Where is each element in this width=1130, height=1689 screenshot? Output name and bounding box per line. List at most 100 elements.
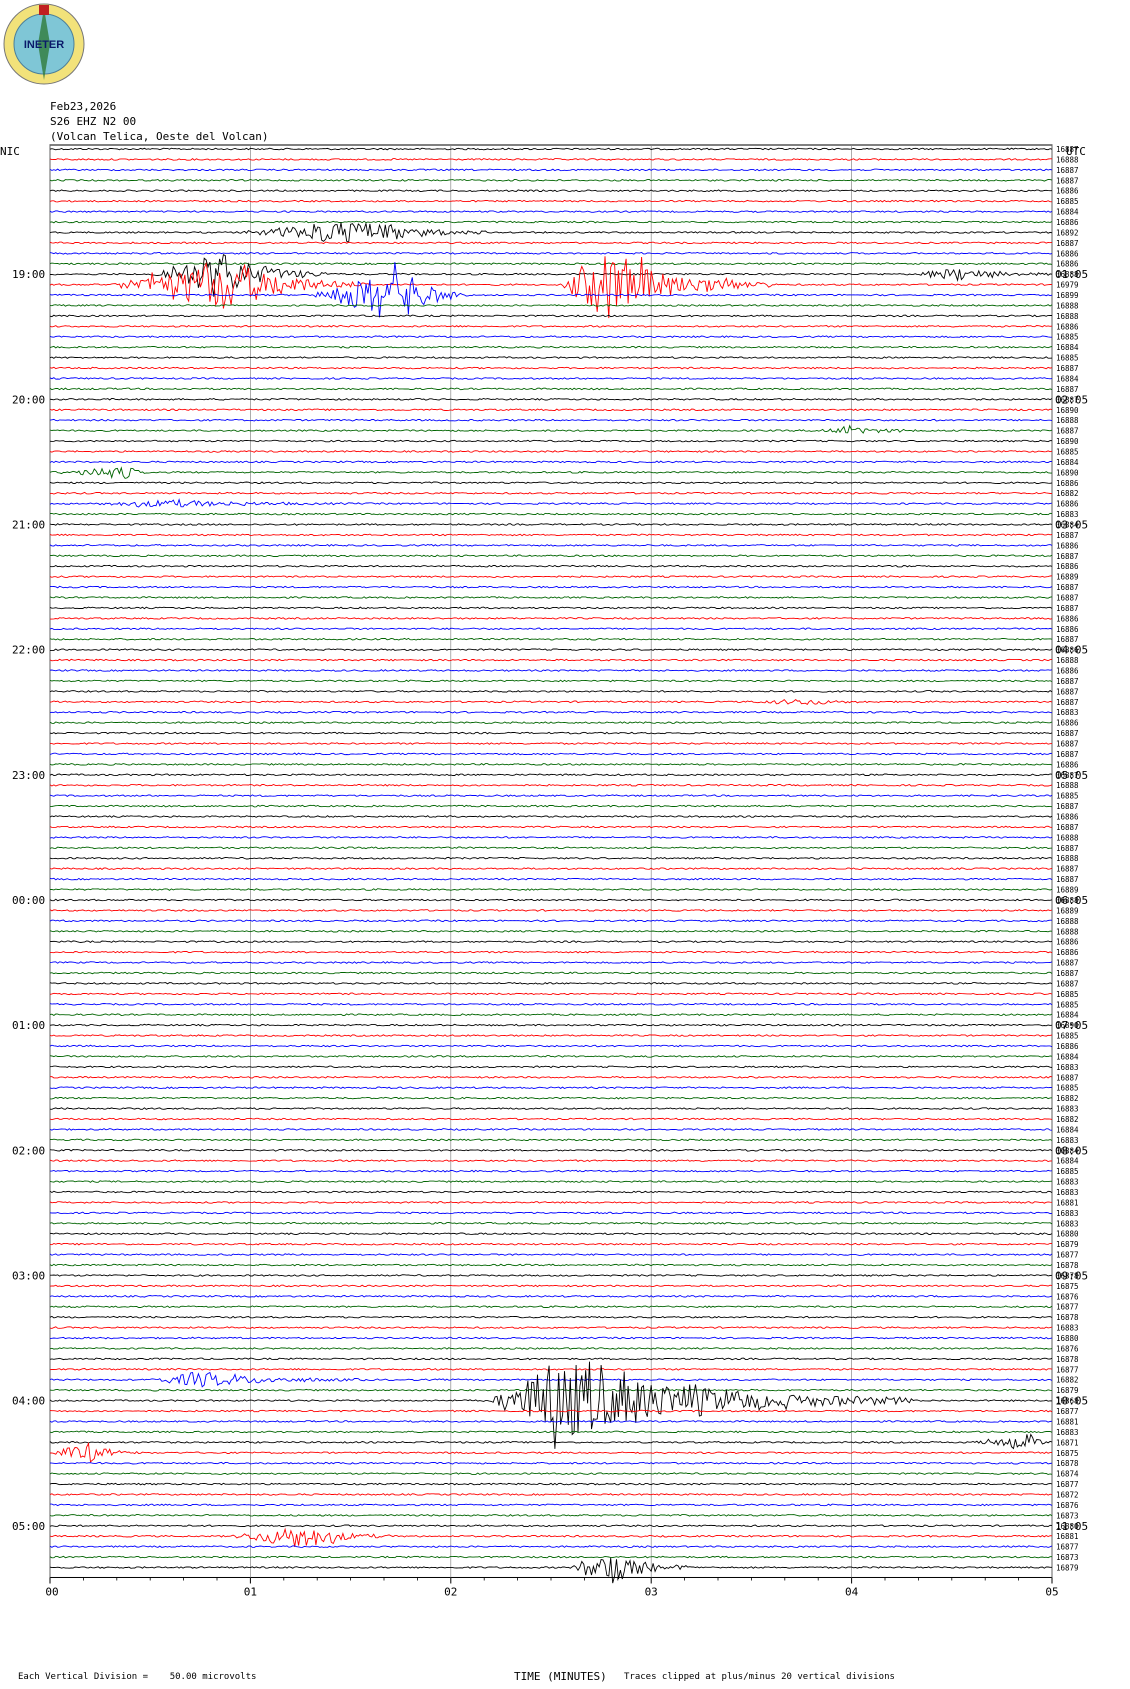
seismic-trace xyxy=(49,168,1053,172)
trace-mean-count: 16889 xyxy=(1056,906,1079,915)
trace-mean-count: 16879 xyxy=(1056,1240,1079,1249)
trace-mean-count: 16883 xyxy=(1056,1178,1079,1187)
seismic-trace xyxy=(49,1527,1053,1547)
trace-mean-count: 16887 xyxy=(1056,635,1079,644)
seismic-trace xyxy=(49,564,1053,568)
trace-mean-count: 16886 xyxy=(1056,562,1079,571)
trace-mean-count: 16888 xyxy=(1056,416,1079,425)
plot-frame xyxy=(49,144,1053,1578)
seismic-trace xyxy=(49,1513,1053,1517)
seismic-trace xyxy=(49,387,1053,391)
trace-mean-count: 16883 xyxy=(1056,708,1079,717)
seismic-trace xyxy=(49,1055,1053,1058)
trace-mean-count: 16868 xyxy=(1056,1397,1079,1406)
seismic-trace xyxy=(49,1347,1053,1350)
seismic-trace xyxy=(49,627,1053,631)
seismic-trace xyxy=(49,971,1053,975)
seismic-trace xyxy=(49,356,1053,359)
left-hour-label: 02:00 xyxy=(12,1144,45,1157)
trace-mean-count: 16887 xyxy=(1056,166,1079,175)
seismic-trace xyxy=(49,1263,1053,1267)
seismic-trace xyxy=(50,1169,1053,1173)
trace-mean-count: 16888 xyxy=(1056,781,1079,790)
vertical-division-note: Each Vertical Division = 50.00 microvolt… xyxy=(18,1672,257,1682)
seismic-trace xyxy=(49,1138,1053,1142)
ineter-logo: INETER xyxy=(3,3,85,85)
seismic-trace xyxy=(49,1211,1053,1215)
trace-mean-count: 16887 xyxy=(1056,385,1079,394)
trace-mean-count: 16890 xyxy=(1056,1021,1079,1030)
right-timezone-label: UTC xyxy=(1066,145,1086,158)
seismic-trace xyxy=(50,1096,1053,1100)
trace-mean-count: 16884 xyxy=(1056,1146,1079,1155)
trace-mean-count: 16886 xyxy=(1056,1042,1079,1051)
seismic-trace xyxy=(49,690,1053,693)
seismic-trace xyxy=(49,1128,1053,1131)
trace-mean-count: 16882 xyxy=(1056,489,1079,498)
seismic-trace xyxy=(49,498,1053,508)
trace-mean-count: 16887 xyxy=(1056,802,1079,811)
trace-mean-count: 16888 xyxy=(1056,896,1079,905)
trace-mean-count: 16878 xyxy=(1056,1313,1079,1322)
trace-mean-count: 16887 xyxy=(1056,729,1079,738)
trace-mean-count: 16885 xyxy=(1056,447,1079,456)
seismic-trace xyxy=(49,210,1053,213)
right-hour-label: 07:05 xyxy=(1055,1019,1088,1032)
seismic-trace xyxy=(49,982,1053,985)
left-hour-label: 20:00 xyxy=(12,393,45,406)
seismic-trace xyxy=(49,450,1053,453)
right-hour-label: 06:05 xyxy=(1055,894,1088,907)
seismic-trace xyxy=(49,1357,1053,1361)
seismic-trace xyxy=(49,1420,1053,1423)
seismic-trace xyxy=(49,1555,1052,1559)
trace-mean-count: 16881 xyxy=(1056,1532,1079,1541)
right-hour-label: 08:05 xyxy=(1055,1144,1088,1157)
trace-mean-count: 16886 xyxy=(1056,249,1079,258)
left-hour-label: 22:00 xyxy=(12,644,45,657)
trace-mean-count: 16881 xyxy=(1056,1198,1079,1207)
trace-mean-count: 16884 xyxy=(1056,343,1079,352)
seismic-trace xyxy=(49,314,1052,318)
seismic-trace xyxy=(49,1294,1053,1298)
seismic-trace xyxy=(49,512,1053,516)
trace-mean-count: 16873 xyxy=(1056,1553,1079,1562)
seismic-trace xyxy=(49,867,1053,871)
trace-mean-count: 16888 xyxy=(1056,155,1079,164)
trace-mean-count: 16877 xyxy=(1056,1365,1079,1374)
header-station: S26 EHZ N2 00 xyxy=(50,115,137,128)
seismic-trace xyxy=(49,710,1053,714)
trace-mean-count: 16876 xyxy=(1056,1344,1079,1353)
trace-mean-count: 16883 xyxy=(1056,1136,1079,1145)
trace-mean-count: 16887 xyxy=(1056,865,1079,874)
trace-mean-count: 16887 xyxy=(1056,750,1079,759)
trace-mean-count: 16886 xyxy=(1056,260,1079,269)
seismic-trace xyxy=(49,1367,1053,1371)
seismic-trace xyxy=(49,251,1053,255)
seismic-trace xyxy=(49,1002,1053,1006)
seismic-trace xyxy=(49,491,1053,495)
seismic-trace xyxy=(49,1221,1053,1225)
seismic-trace xyxy=(49,606,1053,610)
trace-mean-count: 16883 xyxy=(1056,1188,1079,1197)
trace-mean-count: 16881 xyxy=(1056,1417,1079,1426)
trace-mean-count: 16887 xyxy=(1056,969,1079,978)
trace-mean-count: 16887 xyxy=(1056,593,1079,602)
left-hour-label: 23:00 xyxy=(12,769,45,782)
seismic-trace xyxy=(49,366,1053,370)
trace-mean-count: 16887 xyxy=(1056,698,1079,707)
trace-mean-count: 16883 xyxy=(1056,1324,1079,1333)
seismic-trace xyxy=(49,424,1053,434)
trace-mean-count: 16885 xyxy=(1056,792,1079,801)
trace-mean-count: 16888 xyxy=(1056,312,1079,321)
seismic-trace xyxy=(49,408,1053,412)
seismic-trace xyxy=(49,377,1053,380)
x-axis-title: TIME (MINUTES) xyxy=(514,1670,607,1683)
seismic-trace xyxy=(49,1253,1053,1256)
seismic-trace xyxy=(49,1201,1053,1204)
time-labels: 00 01 02 03 04 051688716888168871688716886168… xyxy=(12,145,1088,1598)
seismic-trace xyxy=(49,1148,1053,1152)
seismic-trace xyxy=(49,1482,1053,1486)
trace-mean-count: 16877 xyxy=(1056,1407,1079,1416)
seismic-trace xyxy=(49,961,1053,964)
right-hour-label: 03:05 xyxy=(1055,518,1088,531)
